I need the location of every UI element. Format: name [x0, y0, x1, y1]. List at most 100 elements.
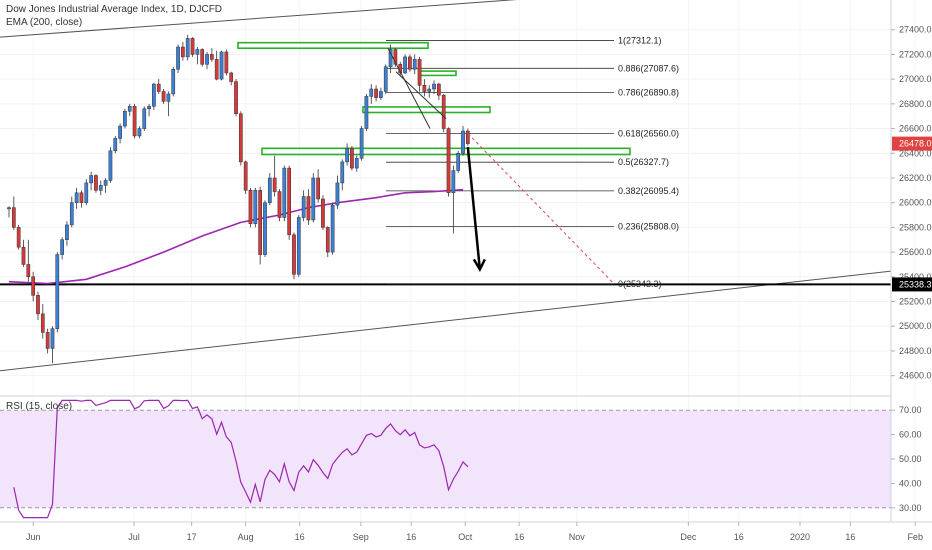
- candle-body: [166, 93, 171, 102]
- candle-body: [311, 177, 316, 221]
- price-tick-label: 25800.0: [899, 222, 932, 232]
- fib-level-label: 0.382(26095.4): [618, 186, 679, 196]
- candle-body: [403, 56, 407, 74]
- candle-body: [132, 106, 137, 137]
- candle-body: [176, 46, 180, 70]
- candle-body: [98, 185, 103, 191]
- price-tick-label: 26800.0: [899, 99, 932, 109]
- candle-body: [437, 83, 441, 96]
- fib-level-label: 0(25343.3): [618, 279, 662, 289]
- fib-level-label: 0.786(26890.8): [618, 88, 679, 98]
- ema-legend: EMA (200, close): [6, 17, 82, 28]
- candle-body: [94, 175, 98, 191]
- candle-body: [335, 182, 340, 206]
- price-tick-label: 27200.0: [899, 49, 932, 59]
- candle-body: [263, 202, 267, 255]
- candle-body: [113, 138, 118, 152]
- candle-body: [45, 332, 50, 349]
- time-tick-label: Jul: [128, 532, 140, 542]
- candle-body: [379, 91, 383, 98]
- candle-body: [359, 128, 364, 159]
- candle-body: [412, 59, 417, 70]
- down-arrow-head: [472, 258, 486, 272]
- time-tick-label: 16: [406, 532, 416, 542]
- time-tick-label: Jun: [26, 532, 41, 542]
- price-tick-label: 26600.0: [899, 124, 932, 134]
- candles: [7, 34, 470, 364]
- rsi-tick-label: 40.00: [899, 478, 922, 488]
- wedge-line: [395, 71, 447, 120]
- candle-body: [16, 227, 21, 248]
- price-axis[interactable]: 27400.0 27200.0 27000.0 26800.0 26600.0 26400…: [890, 0, 932, 522]
- candle-body: [441, 94, 446, 129]
- price-tick-label: 26000.0: [899, 198, 932, 208]
- candle-body: [200, 49, 205, 65]
- candle-body: [219, 51, 224, 80]
- price-tick-label: 24600.0: [899, 371, 932, 381]
- candle-body: [350, 148, 354, 169]
- fib-level-label: 0.886(27087.6): [618, 63, 679, 73]
- fib-level-label: 0.236(25808.0): [618, 221, 679, 231]
- candle-body: [243, 161, 248, 191]
- fib-level-label: 1(27312.1): [618, 36, 662, 46]
- candle-body: [234, 81, 238, 114]
- time-axis-ticks: Jun Jul 17 Aug 16 Sep 16 Oct 16 Nov Dec 16 2020 16 Feb: [26, 522, 923, 542]
- candle-body: [417, 59, 422, 86]
- price-badge-bg: [892, 136, 932, 151]
- candle-body: [108, 150, 113, 181]
- candle-body: [267, 177, 272, 203]
- channel-upper-line: [0, 0, 518, 38]
- candle-body: [224, 51, 229, 74]
- candle-body: [277, 191, 282, 218]
- candle-body: [345, 148, 349, 163]
- price-tick-label: 25600.0: [899, 247, 932, 257]
- candle-body: [446, 128, 451, 194]
- candle-body: [147, 106, 151, 110]
- price-tick-label: 25200.0: [899, 297, 932, 307]
- channel-lower-line: [0, 270, 892, 372]
- candle-body: [287, 167, 291, 236]
- resistance-zone: [362, 106, 491, 114]
- rsi-pane: RSI (15, close): [0, 399, 891, 519]
- time-tick-label: Feb: [907, 532, 923, 542]
- candle-body: [451, 170, 456, 194]
- candle-body: [272, 177, 277, 192]
- time-tick-label: 16: [734, 532, 744, 542]
- candle-body: [432, 83, 436, 90]
- candle-body: [292, 234, 296, 275]
- candle-body: [229, 72, 234, 82]
- candle-body: [65, 224, 69, 240]
- candle-body: [456, 153, 461, 171]
- candle-body: [69, 202, 74, 226]
- candle-body: [84, 182, 89, 203]
- candle-body: [383, 66, 388, 92]
- down-arrow-shaft: [466, 146, 482, 270]
- candle-body: [11, 207, 16, 228]
- candle-body: [248, 190, 253, 224]
- candle-body: [210, 54, 214, 60]
- candle-body: [258, 190, 263, 255]
- candle-body: [388, 49, 393, 68]
- price-badge-label: 26478.0: [899, 139, 932, 149]
- rsi-legend: RSI (15, close): [6, 401, 72, 412]
- candle-body: [282, 167, 287, 218]
- price-tick-label: 25400.0: [899, 272, 932, 282]
- price-badges: 26478.0 25338.3: [892, 136, 932, 292]
- chart-title: Dow Jones Industrial Average Index, 1D, …: [6, 4, 222, 15]
- time-axis[interactable]: Jun Jul 17 Aug 16 Sep 16 Oct 16 Nov Dec 16 2020 16 Feb: [0, 521, 932, 542]
- candle-body: [316, 177, 320, 200]
- time-tick-label: Dec: [680, 532, 697, 542]
- time-tick-label: 16: [295, 532, 305, 542]
- candle-body: [161, 91, 166, 102]
- candle-body: [354, 157, 359, 169]
- candle-body: [50, 328, 55, 349]
- candle-body: [152, 83, 156, 107]
- time-tick-label: Aug: [238, 532, 254, 542]
- time-tick-label: Oct: [458, 532, 473, 542]
- candle-body: [364, 96, 369, 129]
- time-tick-label: 2020: [790, 532, 810, 542]
- candle-body: [55, 254, 60, 329]
- candle-body: [142, 108, 147, 129]
- candle-body: [422, 85, 427, 92]
